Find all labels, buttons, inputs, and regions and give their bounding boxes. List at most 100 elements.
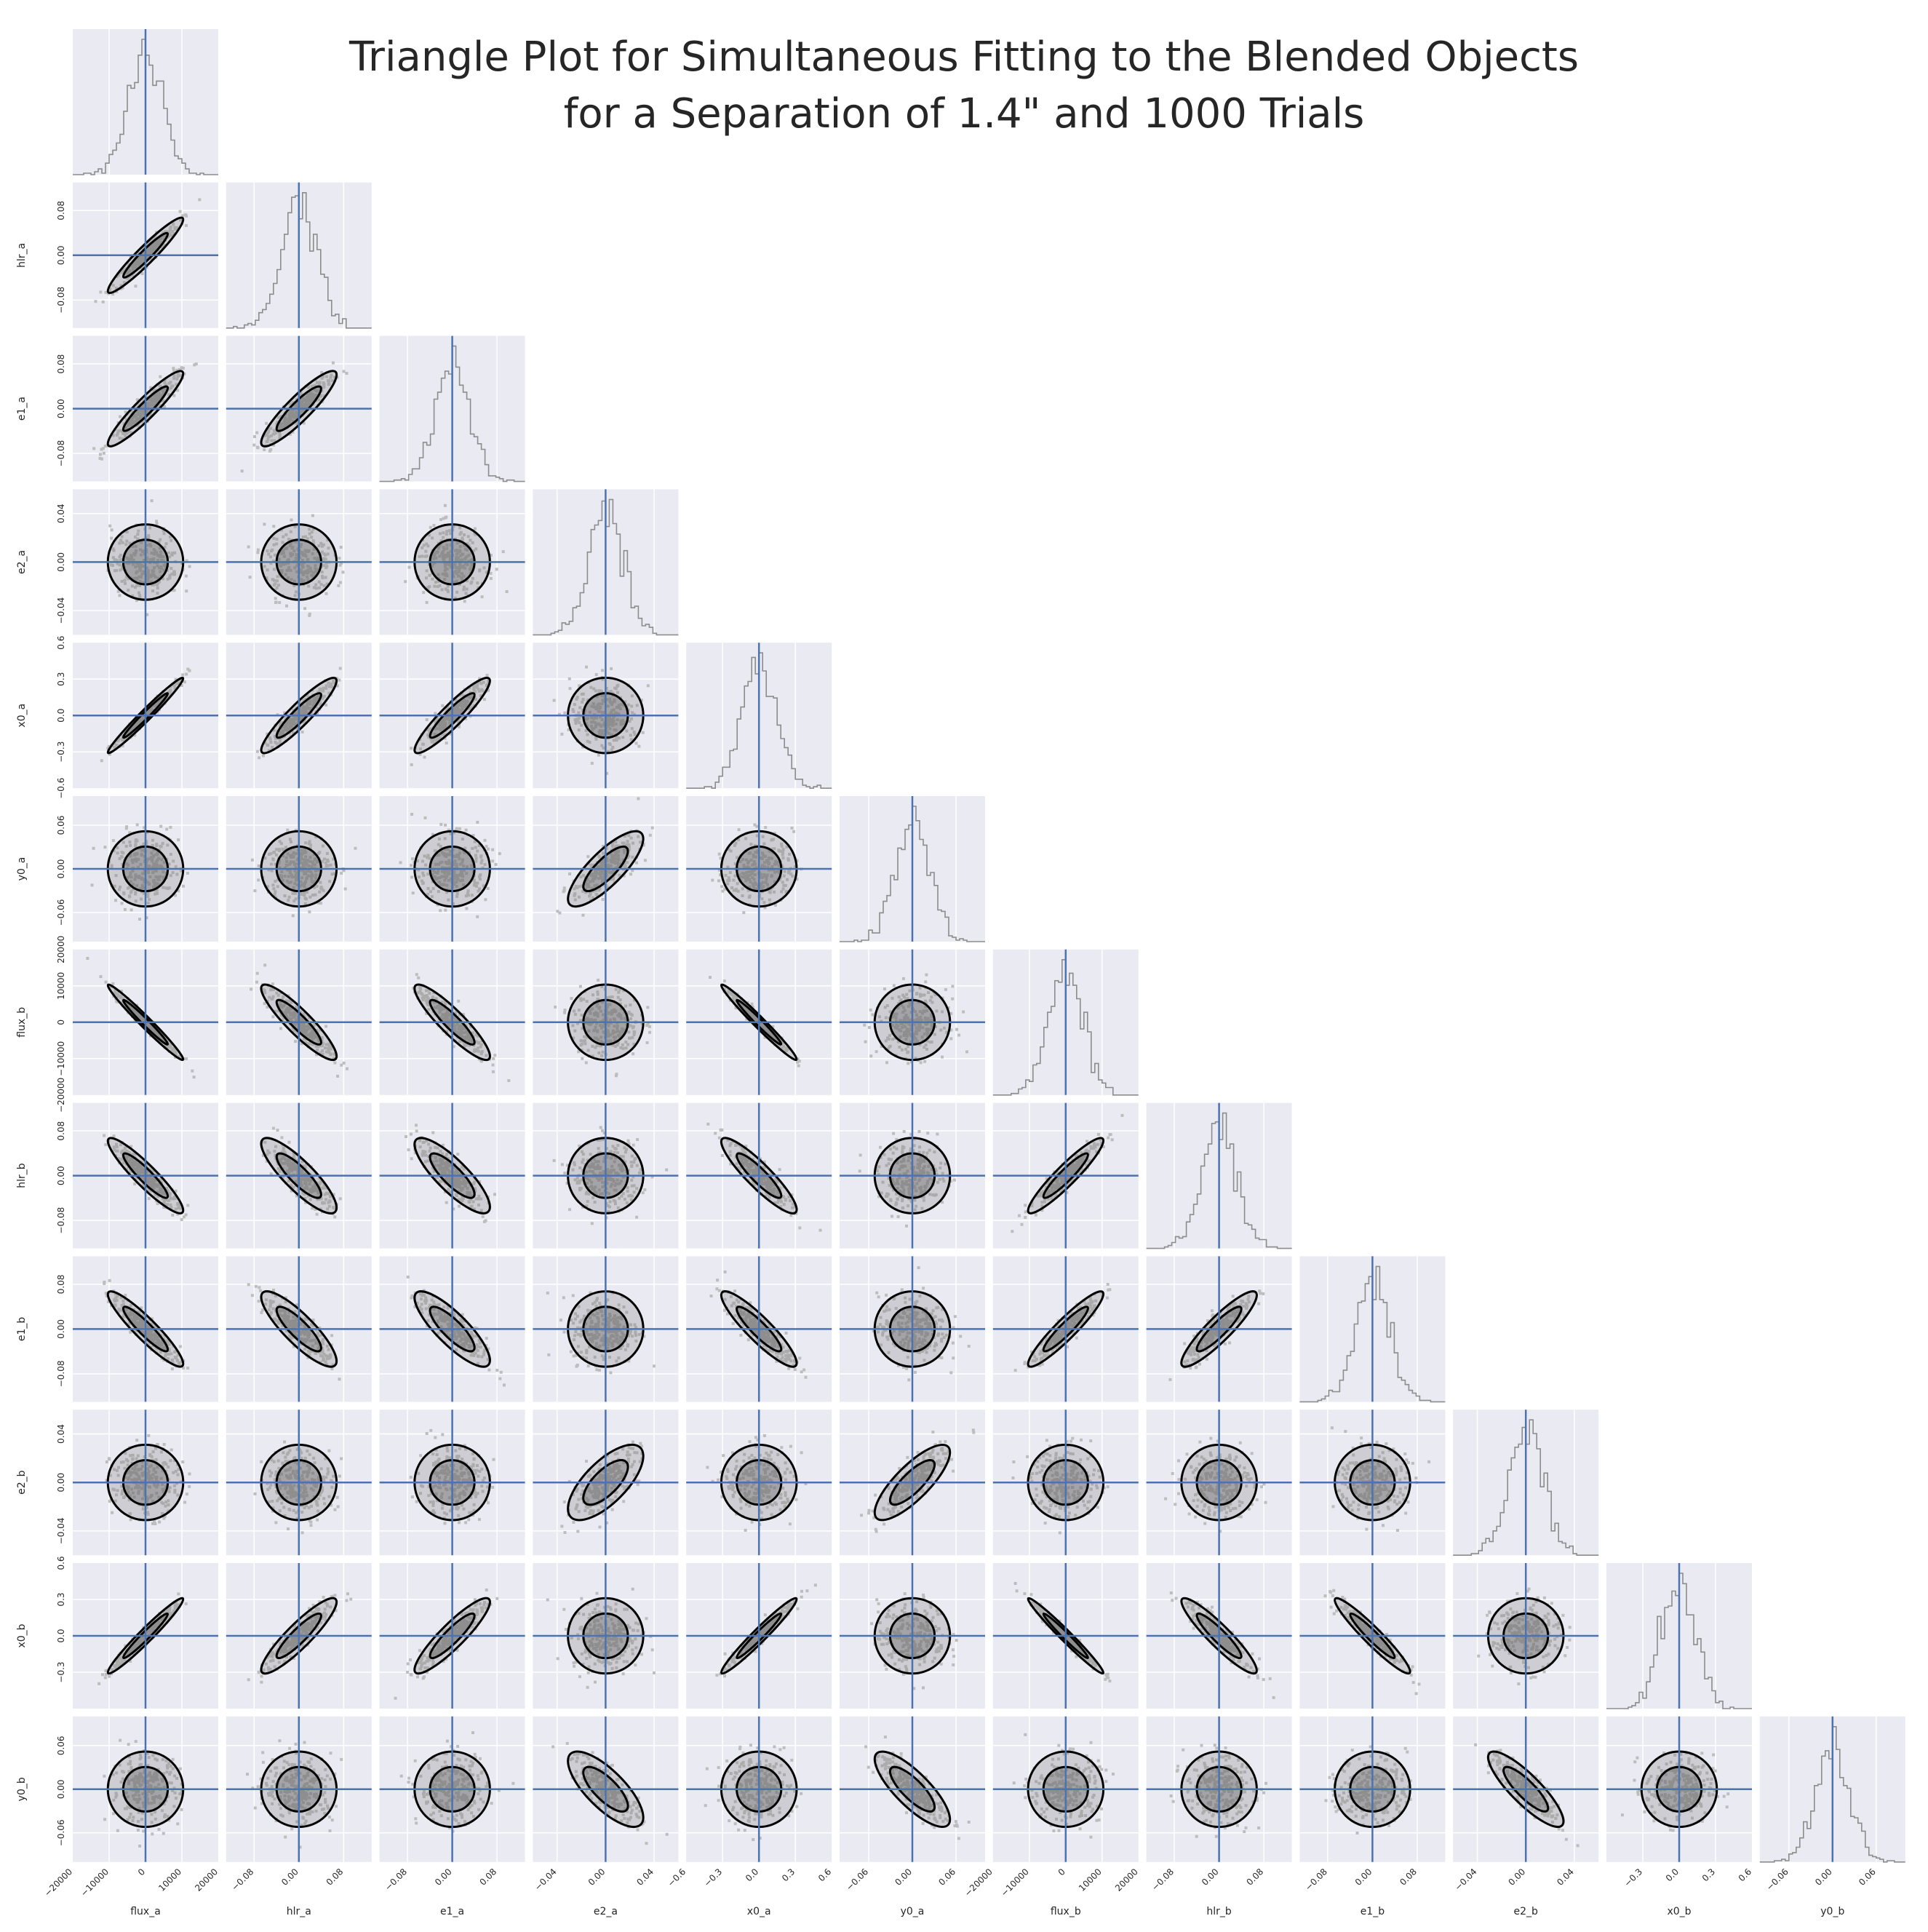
- point: [254, 889, 257, 892]
- point: [465, 829, 468, 832]
- point: [492, 1070, 495, 1073]
- point: [433, 524, 436, 527]
- point: [568, 872, 571, 875]
- point: [185, 673, 188, 676]
- point: [610, 667, 613, 670]
- point: [560, 733, 563, 736]
- point: [442, 517, 445, 520]
- point: [635, 742, 638, 745]
- point: [111, 528, 113, 531]
- point: [493, 1054, 496, 1057]
- point: [185, 589, 188, 592]
- point: [721, 890, 724, 893]
- point: [308, 910, 311, 913]
- point: [256, 446, 259, 449]
- point: [412, 891, 415, 894]
- panel-e1_a-e1_a: [380, 336, 525, 482]
- point: [263, 963, 266, 966]
- point: [439, 823, 442, 826]
- point: [185, 1057, 188, 1060]
- point: [424, 816, 427, 819]
- point: [241, 469, 244, 472]
- point: [141, 272, 144, 275]
- point: [294, 1040, 297, 1043]
- point: [434, 712, 437, 715]
- panel-hlr_a-e1_a: [226, 336, 372, 482]
- point: [635, 862, 638, 864]
- point: [642, 731, 645, 734]
- panel-hlr_a-flux_b: [226, 950, 372, 1095]
- point: [764, 826, 767, 829]
- point: [738, 828, 741, 831]
- point: [410, 747, 413, 750]
- chart-title-line-1: Triangle Plot for Simultaneous Fitting t…: [240, 29, 1688, 86]
- chart-title: Triangle Plot for Simultaneous Fitting t…: [240, 29, 1688, 143]
- point: [258, 756, 260, 759]
- point: [252, 444, 255, 447]
- point: [333, 1062, 336, 1065]
- point: [95, 300, 97, 303]
- point: [569, 687, 572, 690]
- point: [271, 1015, 274, 1018]
- point: [182, 885, 185, 888]
- point: [292, 914, 295, 917]
- point: [138, 918, 141, 921]
- point: [410, 763, 413, 766]
- panel-e1_a-x0_a: [380, 643, 525, 788]
- point: [568, 677, 571, 680]
- point: [121, 902, 124, 905]
- point: [99, 453, 102, 456]
- point: [100, 458, 103, 461]
- point: [563, 712, 566, 715]
- point: [263, 1002, 266, 1005]
- point: [269, 448, 272, 451]
- point: [648, 1025, 651, 1028]
- point: [263, 448, 266, 451]
- point: [791, 827, 794, 830]
- point: [553, 699, 556, 702]
- point: [250, 987, 252, 990]
- point: [337, 584, 340, 587]
- point: [100, 975, 103, 978]
- point: [110, 537, 113, 540]
- point: [651, 827, 654, 830]
- point: [249, 576, 252, 579]
- point: [439, 518, 442, 521]
- point: [487, 848, 490, 851]
- point: [255, 432, 258, 434]
- point: [720, 885, 723, 888]
- point: [262, 755, 265, 758]
- point: [185, 215, 188, 218]
- point: [278, 601, 281, 604]
- point: [490, 572, 493, 575]
- point: [135, 285, 138, 287]
- point: [484, 839, 487, 842]
- point: [341, 571, 344, 573]
- point: [485, 845, 488, 848]
- point: [301, 731, 304, 734]
- point: [343, 1062, 346, 1065]
- point: [492, 1064, 495, 1067]
- point: [169, 826, 172, 829]
- panel-flux_a-flux_a: [73, 29, 218, 175]
- point: [422, 591, 425, 594]
- point: [279, 1027, 282, 1030]
- point: [125, 827, 128, 830]
- panel-e2_a-x0_a: [533, 643, 678, 788]
- point: [718, 853, 721, 856]
- point: [444, 504, 447, 507]
- point: [247, 546, 250, 549]
- point: [792, 830, 795, 833]
- panel-flux_a-x0_a: [73, 643, 218, 788]
- point: [181, 673, 184, 676]
- point: [198, 198, 201, 201]
- point: [177, 838, 180, 841]
- point: [595, 673, 598, 676]
- point: [463, 600, 466, 603]
- point: [429, 526, 432, 529]
- point: [332, 362, 335, 365]
- point: [340, 1064, 343, 1067]
- panel-flux_a-e2_a: [73, 489, 218, 635]
- panel-hlr_a-x0_a: [226, 643, 372, 788]
- point: [186, 872, 189, 875]
